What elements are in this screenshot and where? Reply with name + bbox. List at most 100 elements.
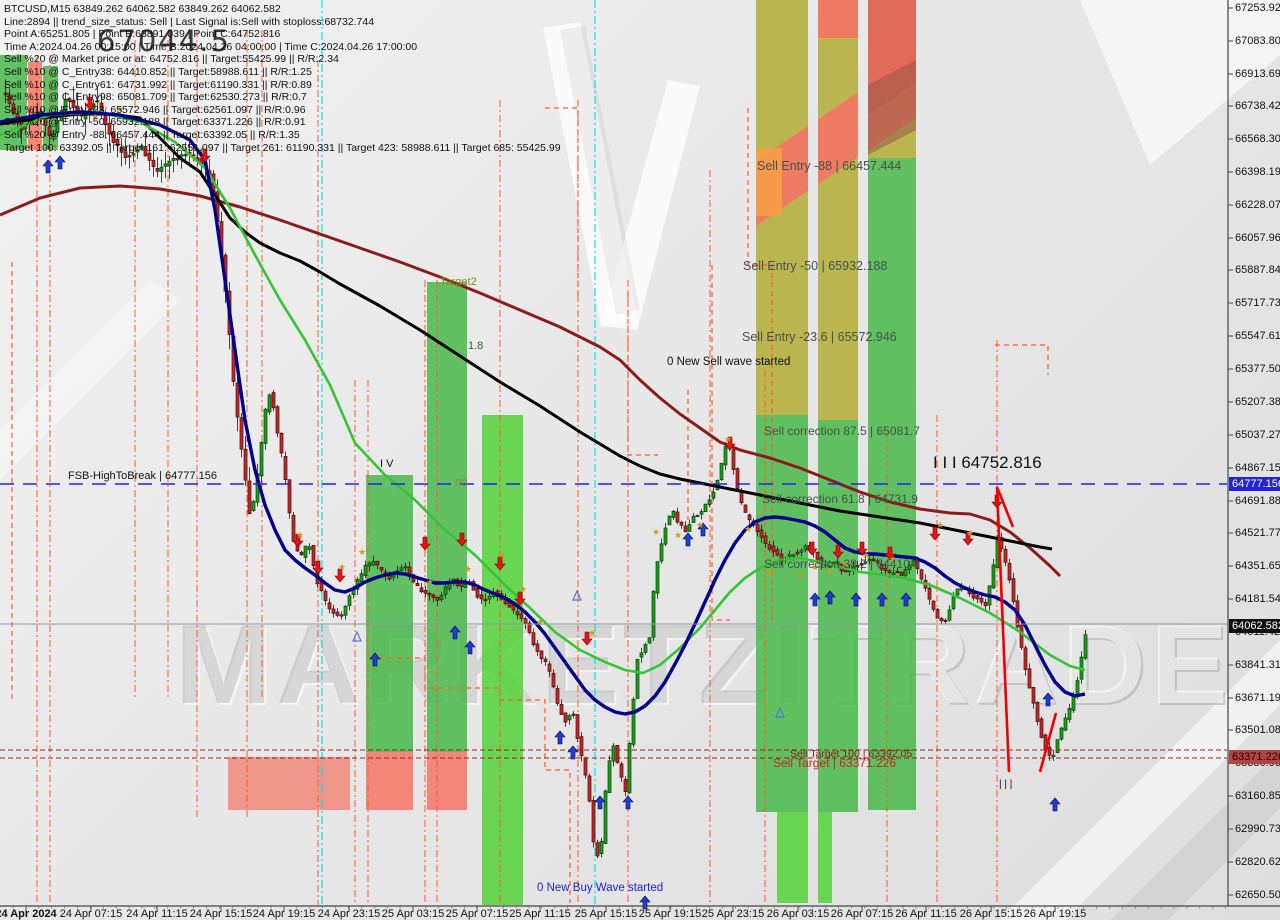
price-axis-label: 66568.305 [1235, 133, 1280, 145]
price-axis-label: 66738.420 [1235, 100, 1280, 112]
time-axis-label: 25 Apr 07:15 [445, 908, 509, 920]
price-axis-label: 63160.850 [1235, 790, 1280, 802]
svg-text:★: ★ [296, 530, 304, 540]
price-badge: 64062.582 [1229, 619, 1280, 633]
signal-band [756, 415, 808, 812]
svg-text:★: ★ [766, 567, 774, 577]
price-axis-label: 62650.505 [1235, 889, 1280, 901]
price-axis-label: 66057.960 [1235, 232, 1280, 244]
time-axis-label: 25 Apr 03:15 [381, 908, 445, 920]
time-axis-label: 26 Apr 03:15 [766, 908, 830, 920]
signal-band [28, 62, 42, 150]
signal-arrows: ★★★★★★★★★★★★★ ★★★★★ ★★ ★★★ ★★★★ [42, 96, 1061, 910]
svg-text:★: ★ [826, 566, 834, 576]
price-axis-label: 65717.730 [1235, 297, 1280, 309]
time-axis-label: 26 Apr 07:15 [830, 908, 894, 920]
time-axis-label: 25 Apr 11:15 [509, 908, 571, 920]
svg-text:★: ★ [889, 554, 897, 564]
price-axis-label: 64867.155 [1235, 462, 1280, 474]
time-axis-label: 24 Apr 07:15 [59, 908, 123, 920]
price-axis-label: 67083.805 [1235, 35, 1280, 47]
svg-text:★: ★ [966, 528, 974, 538]
price-axis-label: 64691.885 [1235, 495, 1280, 507]
trend-line [1038, 712, 1058, 773]
svg-text:★: ★ [744, 524, 752, 534]
time-axis-label: 24 Apr 15:15 [189, 908, 253, 920]
signal-band [366, 475, 413, 752]
time-axis-label: 24 Apr 11:15 [126, 908, 188, 920]
trend-line [995, 486, 1015, 773]
big-price-label: 67044.5 [97, 24, 231, 58]
svg-text:★: ★ [841, 559, 849, 569]
time-axis-label: 25 Apr 19:15 [638, 908, 702, 920]
time-axis-label: 25 Apr 23:15 [701, 908, 765, 920]
price-axis-label: 63501.080 [1235, 724, 1280, 736]
svg-text:★: ★ [652, 527, 660, 537]
signal-band [427, 752, 467, 810]
svg-text:★: ★ [464, 564, 472, 574]
signal-band [228, 757, 350, 810]
time-axis-label: 24 Apr 23:15 [317, 908, 381, 920]
svg-text:★: ★ [796, 570, 804, 580]
price-axis-label: 67253.920 [1235, 2, 1280, 14]
signal-band [818, 812, 832, 903]
svg-text:★: ★ [519, 584, 527, 594]
svg-text:★: ★ [696, 520, 704, 530]
price-axis-label: 66913.690 [1235, 68, 1280, 80]
price-axis-label: 64521.770 [1235, 527, 1280, 539]
time-axis-label: 26 Apr 15:15 [959, 908, 1023, 920]
price-badge: 63371.226 [1229, 750, 1280, 764]
price-axis-label: 63841.310 [1235, 659, 1280, 671]
time-axis-label: 24 Apr 19:15 [252, 908, 316, 920]
signal-band [818, 420, 858, 812]
time-axis-label: 24 Apr 2024 [0, 908, 57, 920]
ma-line-maroon [0, 184, 1062, 578]
time-axis-label: 26 Apr 19:15 [1023, 908, 1087, 920]
channel-step-line [711, 265, 730, 621]
candles [3, 79, 1088, 859]
signal-band [43, 66, 58, 150]
svg-text:★: ★ [724, 434, 732, 444]
price-axis-label: 65547.615 [1235, 330, 1280, 342]
svg-text:★: ★ [674, 530, 682, 540]
channel-step-line [627, 292, 658, 456]
channel-step-line [370, 657, 571, 903]
signal-band [482, 415, 523, 905]
svg-text:★: ★ [199, 144, 207, 154]
price-axis-label: 63671.195 [1235, 692, 1280, 704]
signal-band [366, 752, 413, 810]
price-axis-label: 64181.540 [1235, 593, 1280, 605]
price-axis-label: 65207.385 [1235, 396, 1280, 408]
price-badge: 64777.156 [1229, 477, 1280, 491]
price-axis-label: 62990.735 [1235, 823, 1280, 835]
ma-line-green [0, 110, 1086, 675]
svg-text:★: ★ [862, 550, 870, 560]
ma-line-black [0, 112, 1053, 551]
channel-step-line [545, 107, 579, 300]
price-axis-label: 65037.270 [1235, 429, 1280, 441]
svg-text:★: ★ [426, 577, 434, 587]
price-axis-label: 66398.190 [1235, 166, 1280, 178]
price-axis-label: 64351.655 [1235, 560, 1280, 572]
price-axis-label: 62820.620 [1235, 856, 1280, 868]
svg-text:★: ★ [936, 520, 944, 530]
svg-text:★: ★ [338, 562, 346, 572]
svg-text:★: ★ [91, 112, 99, 122]
signal-band [777, 812, 808, 903]
ma-line-navy [0, 110, 1086, 716]
svg-text:★: ★ [116, 104, 124, 114]
svg-text:★: ★ [536, 617, 544, 627]
svg-text:★: ★ [498, 550, 506, 560]
svg-text:★: ★ [358, 547, 366, 557]
price-axis-label: 65887.845 [1235, 264, 1280, 276]
svg-text:★: ★ [811, 562, 819, 572]
price-axis-label: 65377.500 [1235, 363, 1280, 375]
price-axis-label: 66228.075 [1235, 199, 1280, 211]
time-axis-label: 26 Apr 11:15 [895, 908, 957, 920]
signal-band [818, 0, 858, 420]
channel-step-line [995, 344, 1049, 375]
svg-text:★: ★ [588, 628, 596, 638]
time-axis-label: 25 Apr 15:15 [574, 908, 638, 920]
